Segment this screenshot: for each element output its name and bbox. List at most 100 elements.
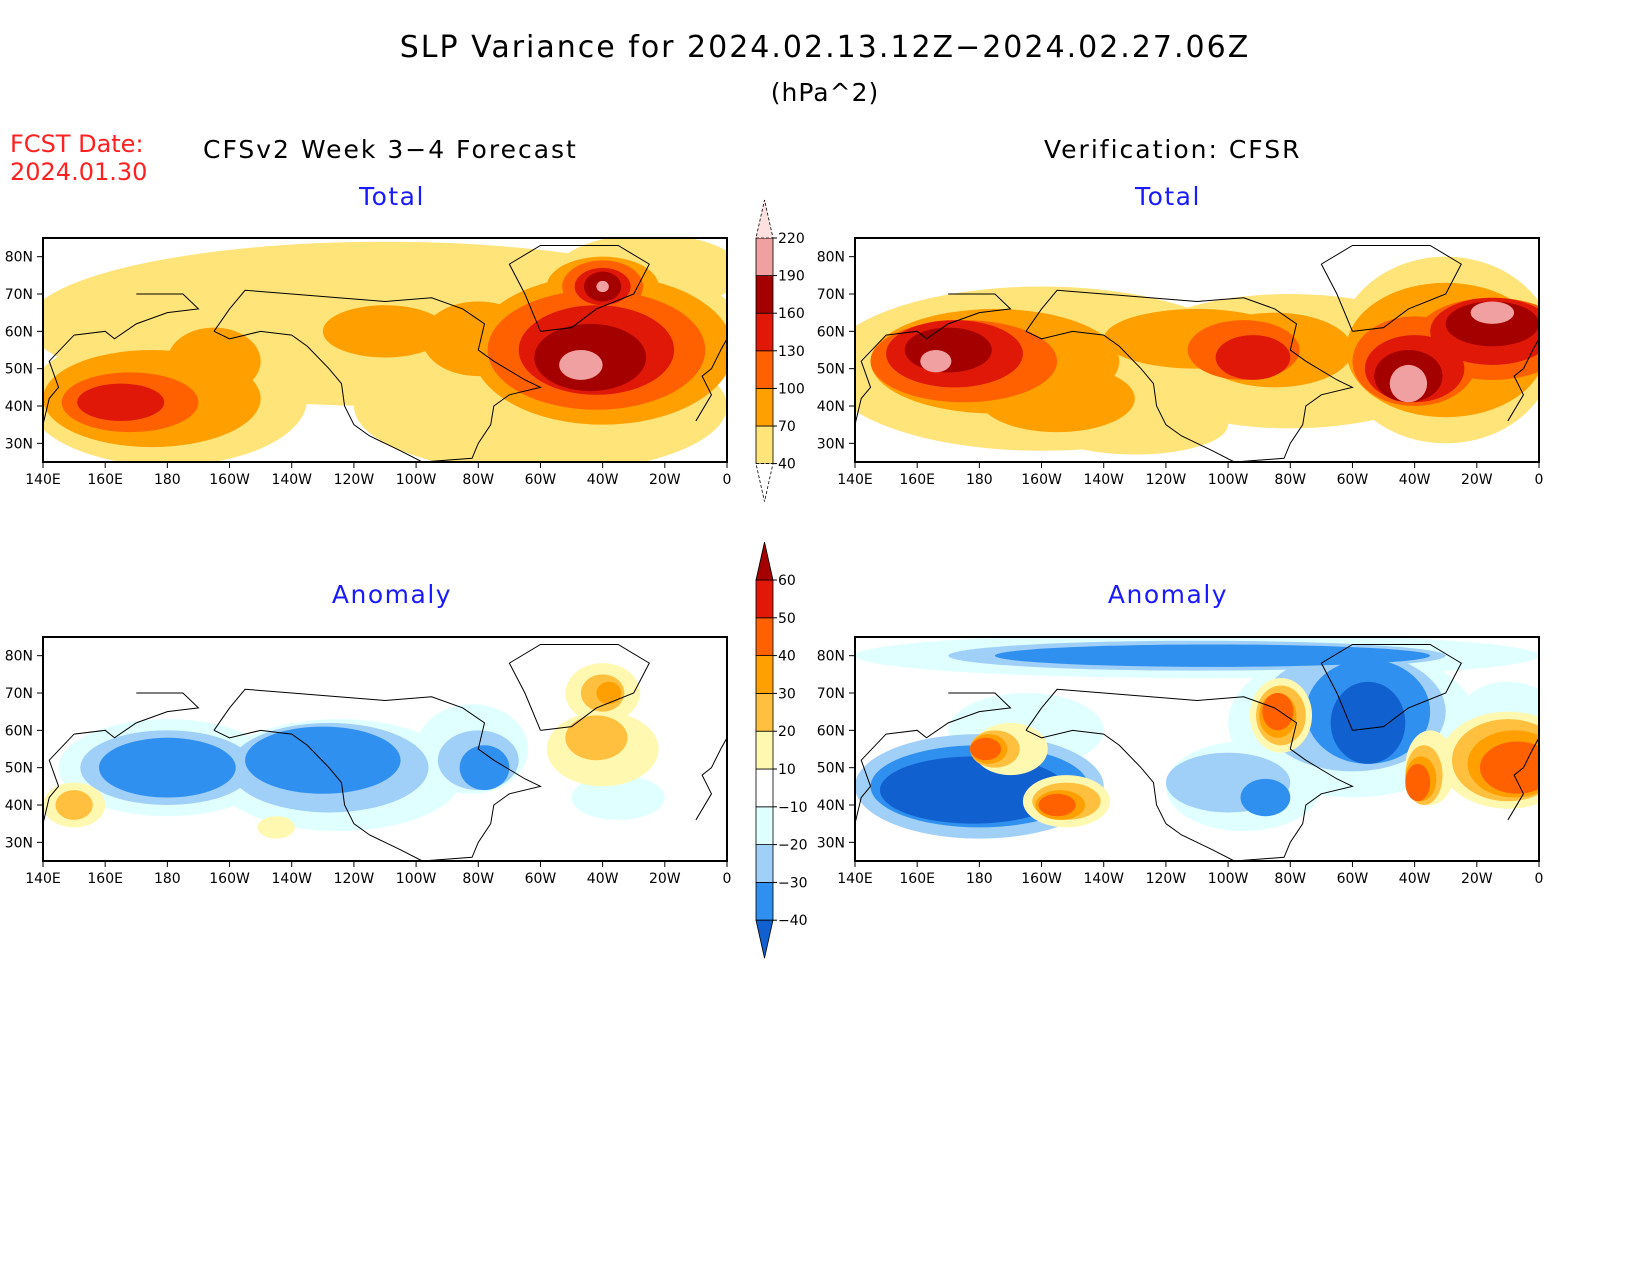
lat-tick-label: 80N [5,250,33,266]
coastline [508,244,650,332]
figure-title: SLP Variance for 2024.02.13.12Z−2024.02.… [399,30,1251,65]
verification_anomaly-field [855,637,1539,861]
coastline [1025,289,1354,462]
coastline [1507,338,1539,422]
colorbar-segment [755,844,774,883]
lon-tick-label: 140W [271,472,312,488]
fcst-date-value: 2024.01.30 [10,158,148,186]
colorbar-label: −10 [778,800,808,816]
lat-tick-label: 40N [5,399,33,415]
lon-tick-label: 0 [1535,871,1544,887]
forecast-total-title: Total [359,182,425,211]
verification-anomaly-title: Anomaly [1107,580,1229,609]
contour-region [1470,301,1515,324]
lon-tick-label: 180 [966,472,993,488]
lon-tick-label: 140E [25,472,61,488]
contour-region [1330,681,1406,764]
colorbar-segment [755,882,774,921]
lon-tick-label: 180 [154,472,181,488]
colorbar-label: −30 [778,875,808,891]
lon-tick-label: 0 [723,472,732,488]
colorbar-label: 190 [778,269,805,285]
coastline [213,289,542,462]
lon-tick-label: 160E [87,871,123,887]
lon-tick-label: 80W [462,871,494,887]
lat-tick-label: 80N [5,649,33,665]
contour-region [167,327,261,395]
colorbar-label: 40 [778,457,796,473]
lon-tick-label: 100W [396,472,437,488]
fcst-date-label: FCST Date: [10,130,144,158]
lat-tick-label: 60N [5,723,33,739]
colorbar-label: 60 [778,573,796,589]
lon-tick-label: 60W [1337,472,1369,488]
lon-tick-label: 140W [1083,871,1124,887]
lon-tick-label: 0 [1535,472,1544,488]
lon-tick-label: 20W [649,472,681,488]
colorbar-label: 220 [778,231,805,247]
units-label: (hPa^2) [770,78,880,107]
colorbar-label: 50 [778,611,796,627]
contour-region [55,790,93,820]
verification_anomaly-panel: 80N 70N 60N 50N 40N 30N 140E 160E 180 160W 140W 120… [817,636,1544,887]
colorbar-label: 130 [778,344,805,360]
lon-tick-label: 180 [966,871,993,887]
colorbar-segment [755,655,774,694]
contour-region [559,350,603,380]
lon-tick-label: 80W [462,472,494,488]
verification-total-title: Total [1135,182,1201,211]
contour-region [1038,793,1076,817]
lon-tick-label: 140E [837,472,873,488]
lon-tick-label: 60W [525,472,557,488]
lat-tick-label: 60N [5,324,33,340]
colorbar-label: 20 [778,724,796,740]
contour-region [322,305,448,358]
lon-tick-label: 160W [209,472,250,488]
lat-tick-label: 70N [817,287,845,303]
coastline [508,643,650,731]
lon-tick-label: 140W [1083,472,1124,488]
colorbar-label: −40 [778,913,808,929]
contour-region [596,681,622,705]
contour-region [245,726,401,794]
coastline [855,293,1012,425]
lat-tick-label: 60N [817,723,845,739]
coastline [43,293,200,425]
lon-tick-label: 180 [154,871,181,887]
lon-tick-label: 40W [587,871,619,887]
lat-tick-label: 30N [5,835,33,851]
contour-region [77,383,165,421]
coastline [1507,737,1539,821]
contour-region [1405,763,1431,802]
lon-tick-label: 120W [1146,871,1187,887]
lon-tick-label: 120W [1146,472,1187,488]
coastline [43,692,200,824]
colorbar-label: −20 [778,838,808,854]
forecast_total-panel: 80N 70N 60N 50N 40N 30N 140E 160E 180 160W 140W 120… [5,237,732,488]
colorbar-min-triangle [755,919,774,959]
lon-tick-label: 160W [209,871,250,887]
coastline [213,688,542,861]
lat-tick-label: 70N [5,287,33,303]
colorbar-max-triangle [755,199,774,239]
contour-region [257,816,295,839]
lon-tick-label: 0 [723,871,732,887]
lon-tick-label: 160W [1021,472,1062,488]
contour-region [994,644,1431,667]
lon-tick-label: 120W [334,472,375,488]
colorbar-segment [755,350,774,389]
lat-tick-label: 50N [5,761,33,777]
contour-region [459,745,510,791]
lon-tick-label: 100W [1208,871,1249,887]
lat-tick-label: 60N [817,324,845,340]
colorbar-label: 70 [778,419,796,435]
lon-tick-label: 100W [1208,472,1249,488]
contour-region [1262,693,1294,731]
lon-tick-label: 160E [87,472,123,488]
lat-tick-label: 40N [817,798,845,814]
coastline [1320,244,1462,332]
colorbar-segment [755,693,774,732]
lon-tick-label: 100W [396,871,437,887]
lat-tick-label: 30N [5,436,33,452]
